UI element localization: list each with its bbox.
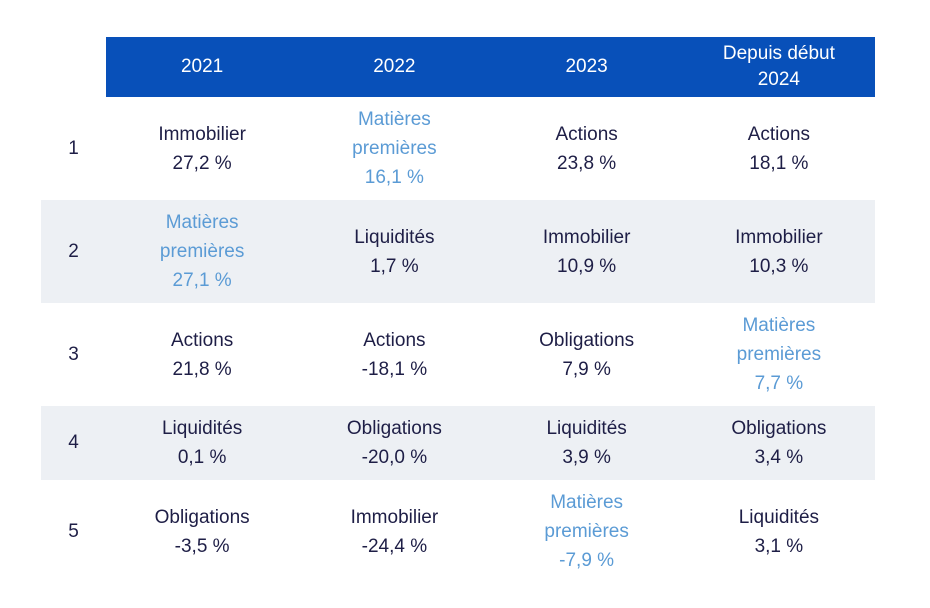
asset-name: Liquidités	[546, 418, 627, 439]
asset-value: -20,0 %	[361, 447, 428, 468]
asset-name: Matières premières	[159, 212, 245, 262]
asset-cell: Obligations 7,9 %	[491, 326, 683, 384]
asset-value: -24,4 %	[361, 535, 428, 557]
asset-value: -7,9 %	[559, 550, 615, 571]
year-header-label: 2022	[373, 56, 416, 77]
asset-cell: Liquidités 3,1 %	[683, 503, 875, 561]
asset-name: Immobilier	[350, 506, 439, 528]
table-row: 5 Obligations -3,5 % Immobilier -24,4 % Ma…	[41, 480, 875, 583]
asset-value: 10,9 %	[557, 255, 617, 277]
asset-name: Actions	[170, 329, 234, 351]
asset-value: 3,4 %	[754, 447, 804, 468]
asset-value: 18,1 %	[749, 152, 809, 174]
asset-name: Matières premières	[544, 492, 629, 542]
asset-cell: Immobilier 10,9 %	[491, 223, 683, 281]
rank-column-spacer	[41, 37, 106, 97]
asset-value: 3,1 %	[754, 535, 804, 557]
asset-name: Immobilier	[735, 226, 823, 248]
year-header-label: 2021	[180, 56, 224, 77]
asset-name: Immobilier	[158, 123, 246, 145]
rank-cell: 3	[68, 343, 79, 365]
asset-name: Matières premières	[736, 315, 822, 365]
asset-value: 16,1 %	[364, 167, 424, 188]
year-header-2024: Depuis début 2024	[683, 37, 875, 97]
table-row: 1 Immobilier 27,2 % Matières premières 16,…	[41, 97, 875, 200]
asset-cell: Obligations 3,4 %	[683, 414, 875, 472]
performance-table: 2021 2022 2023 Depuis début 2024 1 Immob…	[41, 37, 875, 583]
asset-cell: Actions -18,1 %	[298, 326, 490, 384]
asset-value: 21,8 %	[172, 358, 232, 380]
rank-cell: 5	[68, 520, 79, 542]
asset-cell: Liquidités 1,7 %	[298, 223, 490, 281]
asset-value: 7,7 %	[754, 373, 804, 394]
year-header-2023: 2023	[491, 37, 683, 97]
table-row: 2 Matières premières 27,1 % Liquidités 1,7…	[41, 200, 875, 303]
asset-cell: Obligations -3,5 %	[106, 503, 298, 561]
asset-value: 10,3 %	[749, 255, 809, 277]
year-header-label: Depuis début 2024	[722, 43, 835, 90]
asset-value: 27,1 %	[172, 270, 232, 291]
asset-cell: Actions 23,8 %	[491, 120, 683, 178]
asset-name: Actions	[747, 123, 811, 145]
asset-name: Immobilier	[542, 226, 631, 248]
asset-value: -18,1 %	[361, 358, 428, 380]
asset-cell: Matières premières 7,7 %	[683, 311, 875, 398]
asset-value: -3,5 %	[174, 535, 230, 557]
asset-name: Liquidités	[161, 418, 243, 439]
asset-cell: Matières premières 16,1 %	[298, 105, 490, 192]
asset-name: Obligations	[731, 418, 827, 439]
asset-cell: Matières premières 27,1 %	[106, 208, 298, 295]
year-header-2021: 2021	[106, 37, 298, 97]
asset-name: Matières premières	[352, 109, 437, 159]
asset-cell: Liquidités 0,1 %	[106, 414, 298, 472]
asset-value: 7,9 %	[562, 358, 611, 380]
asset-cell: Immobilier 27,2 %	[106, 120, 298, 178]
table-row: 3 Actions 21,8 % Actions -18,1 % Obligatio…	[41, 303, 875, 406]
asset-name: Actions	[363, 329, 426, 351]
asset-value: 23,8 %	[557, 152, 617, 174]
asset-cell: Obligations -20,0 %	[298, 414, 490, 472]
asset-value: 27,2 %	[172, 152, 232, 174]
asset-value: 0,1 %	[177, 447, 227, 468]
asset-name: Actions	[555, 123, 618, 145]
table-header-row: 2021 2022 2023 Depuis début 2024	[41, 37, 875, 97]
asset-name: Liquidités	[354, 226, 435, 248]
rank-cell: 1	[68, 137, 79, 159]
rank-cell: 2	[68, 240, 79, 262]
asset-cell: Actions 21,8 %	[106, 326, 298, 384]
asset-value: 1,7 %	[370, 255, 419, 277]
rank-cell: 4	[68, 432, 79, 453]
asset-name: Obligations	[154, 506, 250, 528]
year-header-label: 2023	[565, 56, 608, 77]
asset-name: Obligations	[346, 418, 442, 439]
asset-cell: Matières premières -7,9 %	[491, 488, 683, 575]
asset-cell: Liquidités 3,9 %	[491, 414, 683, 472]
table-row: 4 Liquidités 0,1 % Obligations -20,0 % Liq…	[41, 406, 875, 480]
asset-cell: Immobilier 10,3 %	[683, 223, 875, 281]
asset-cell: Immobilier -24,4 %	[298, 503, 490, 561]
year-header-2022: 2022	[298, 37, 490, 97]
asset-name: Liquidités	[738, 506, 820, 528]
asset-name: Obligations	[539, 329, 635, 351]
asset-value: 3,9 %	[562, 447, 611, 468]
year-header-band: 2021 2022 2023 Depuis début 2024	[106, 37, 875, 97]
asset-cell: Actions 18,1 %	[683, 120, 875, 178]
